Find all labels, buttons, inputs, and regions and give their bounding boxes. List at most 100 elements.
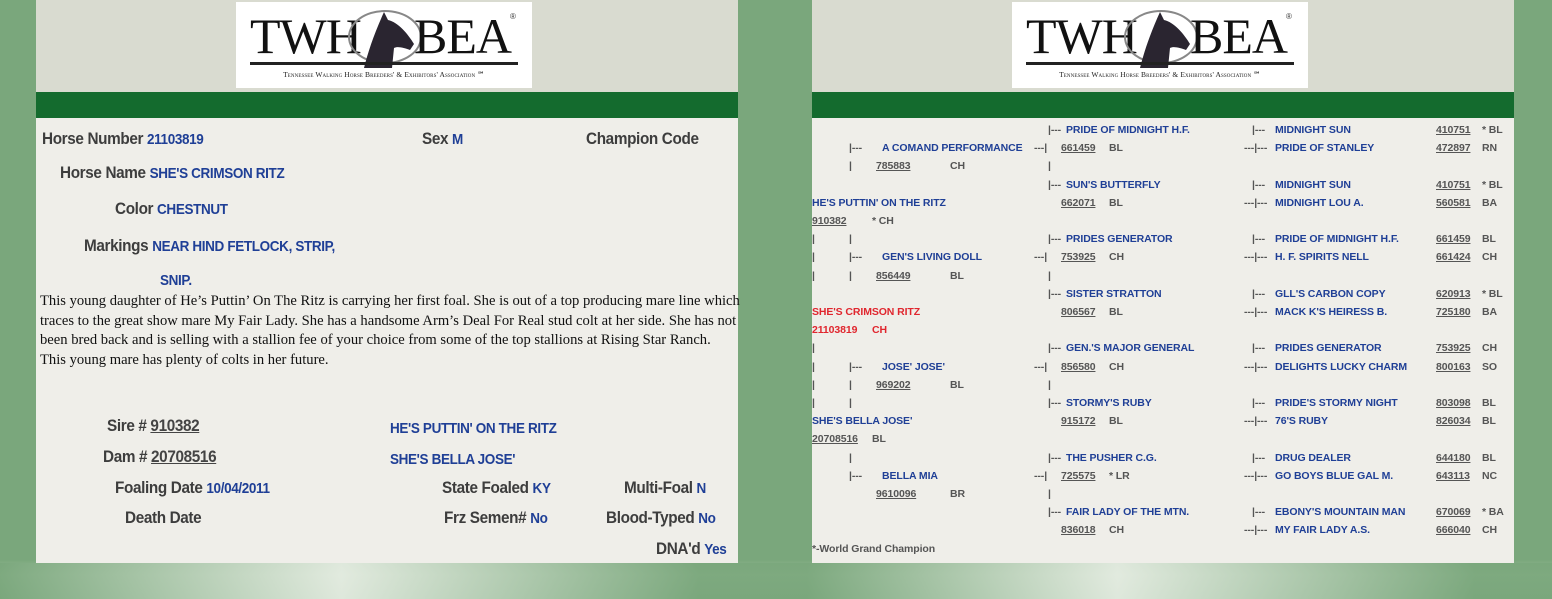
description: This young daughter of He’s Puttin’ On T… xyxy=(40,293,740,368)
pedigree-connector: | xyxy=(812,251,815,264)
blood-typed-field: Blood-Typed No xyxy=(606,508,716,527)
green-band xyxy=(36,92,738,118)
great-grandparent-number-link[interactable]: 836018 xyxy=(1061,524,1096,537)
pedigree-connector: |--- xyxy=(1252,506,1266,519)
pedigree-connector: |--- xyxy=(1252,397,1266,409)
pedigree-connector: ---| xyxy=(1034,251,1048,264)
pedigree-connector: |--- xyxy=(1252,178,1266,191)
footnote: *-World Grand Champion xyxy=(812,543,936,555)
great-grandparent-name: SUN'S BUTTERFLY xyxy=(1066,178,1161,191)
gen4-number-link[interactable]: 620913 xyxy=(1436,287,1471,300)
grandparent-name: GEN'S LIVING DOLL xyxy=(882,251,982,264)
gen4-name: MACK K'S HEIRESS B. xyxy=(1275,306,1388,318)
gen4-name: 76'S RUBY xyxy=(1275,415,1328,428)
gen4-number-link[interactable]: 666040 xyxy=(1436,524,1471,537)
great-grandparent-number-link[interactable]: 915172 xyxy=(1061,415,1096,428)
great-grandparent-number-link[interactable]: 725575 xyxy=(1061,469,1096,482)
grandparent-name: JOSE' JOSE' xyxy=(882,360,945,373)
gen4-color: BA xyxy=(1482,196,1497,209)
logo-subtitle: Tennessee Walking Horse Breeders' & Exhi… xyxy=(1059,70,1261,79)
gen4-color: BL xyxy=(1482,451,1496,464)
gen4-number-link[interactable]: 410751 xyxy=(1436,178,1471,191)
pedigree-connector: | xyxy=(849,451,852,464)
logo-text-right: BEA xyxy=(1190,8,1288,64)
gen4-number-link[interactable]: 826034 xyxy=(1436,415,1471,428)
sire-name: HE'S PUTTIN' ON THE RITZ xyxy=(812,196,946,209)
pedigree-connector: |--- xyxy=(1252,342,1266,355)
pedigree-connector: ---|--- xyxy=(1244,360,1268,373)
grandparent-color: BL xyxy=(950,378,964,391)
gen4-number-link[interactable]: 472897 xyxy=(1436,142,1471,155)
sire-name: HE'S PUTTIN' ON THE RITZ xyxy=(390,420,557,437)
grandparent-number-link[interactable]: 856449 xyxy=(876,269,911,282)
gen4-color: * BL xyxy=(1482,124,1503,136)
horse-number-field: Horse Number 21103819 xyxy=(42,129,204,148)
great-grandparent-number-link[interactable]: 661459 xyxy=(1061,142,1096,155)
gen4-color: BL xyxy=(1482,397,1496,409)
great-grandparent-number-link[interactable]: 806567 xyxy=(1061,306,1096,318)
gen4-color: CH xyxy=(1482,524,1497,537)
gen4-number-link[interactable]: 800163 xyxy=(1436,360,1471,373)
gen4-number-link[interactable]: 803098 xyxy=(1436,397,1471,409)
great-grandparent-name: THE PUSHER C.G. xyxy=(1066,451,1157,464)
pedigree-connector: | xyxy=(812,360,815,373)
pedigree-connector: |--- xyxy=(1048,397,1062,409)
dam-field: Dam # 20708516 xyxy=(103,447,217,466)
great-grandparent-number-link[interactable]: 856580 xyxy=(1061,360,1096,373)
sire-number-link[interactable]: 910382 xyxy=(150,416,200,435)
grandparent-color: BR xyxy=(950,488,965,500)
gen4-number-link[interactable]: 410751 xyxy=(1436,124,1471,136)
great-grandparent-number-link[interactable]: 662071 xyxy=(1061,196,1096,209)
pedigree-connector: |--- xyxy=(1048,451,1062,464)
logo-rule xyxy=(250,62,518,65)
grandparent-number-link[interactable]: 969202 xyxy=(876,378,911,391)
header: TWH BEA ® Tennessee Walking Horse Breede… xyxy=(36,0,738,92)
gen4-number-link[interactable]: 643113 xyxy=(1436,469,1470,482)
pedigree-connector: | xyxy=(812,397,815,409)
great-grandparent-color: * LR xyxy=(1109,469,1130,482)
gen4-number-link[interactable]: 661459 xyxy=(1436,233,1471,246)
gen4-name: MY FAIR LADY A.S. xyxy=(1275,524,1370,537)
grandparent-number-link[interactable]: 785883 xyxy=(876,160,911,173)
dam-name: SHE'S BELLA JOSE' xyxy=(812,415,913,428)
gen4-number-link[interactable]: 560581 xyxy=(1436,196,1471,209)
gen4-name: EBONY'S MOUNTAIN MAN xyxy=(1275,506,1406,519)
gen4-number-link[interactable]: 670069 xyxy=(1436,506,1471,519)
gen4-number-link[interactable]: 661424 xyxy=(1436,251,1471,264)
gen4-name: MIDNIGHT SUN xyxy=(1275,124,1351,136)
pedigree-connector: ---| xyxy=(1034,360,1048,373)
pedigree-connector: ---|--- xyxy=(1244,415,1268,428)
gen4-color: BL xyxy=(1482,415,1496,428)
pedigree-connector: |--- xyxy=(1252,124,1266,136)
gen4-number-link[interactable]: 644180 xyxy=(1436,451,1471,464)
gen4-color: * BA xyxy=(1482,506,1504,519)
twhbea-logo: TWH BEA ® Tennessee Walking Horse Breede… xyxy=(236,2,532,88)
pedigree-connector: |--- xyxy=(1048,342,1062,355)
gen4-number-link[interactable]: 725180 xyxy=(1436,306,1471,318)
grandparent-color: BL xyxy=(950,269,964,282)
pedigree-panel: TWH BEA ® Tennessee Walking Horse Breede… xyxy=(812,0,1514,563)
gen4-color: * BL xyxy=(1482,178,1503,191)
pedigree-connector: ---| xyxy=(1034,469,1048,482)
sire-field: Sire # 910382 xyxy=(107,416,200,435)
subject-name: SHE'S CRIMSON RITZ xyxy=(812,306,921,318)
grandparent-number-link[interactable]: 9610096 xyxy=(876,488,917,500)
horse-head-icon xyxy=(348,10,422,68)
horse-head-icon xyxy=(1124,10,1198,68)
gen4-name: GLL'S CARBON COPY xyxy=(1275,287,1386,300)
pedigree-connector: | xyxy=(1048,378,1051,391)
sire-number-link[interactable]: 910382 xyxy=(812,215,847,227)
pedigree-connector: ---|--- xyxy=(1244,524,1268,537)
dam-number-link[interactable]: 20708516 xyxy=(151,447,217,466)
pedigree-connector: | xyxy=(1048,269,1051,282)
dam-number-link[interactable]: 20708516 xyxy=(812,433,858,446)
great-grandparent-color: CH xyxy=(1109,524,1124,537)
horse-details-panel: TWH BEA ® Tennessee Walking Horse Breede… xyxy=(36,0,740,563)
gen4-color: RN xyxy=(1482,142,1497,155)
gen4-number-link[interactable]: 753925 xyxy=(1436,342,1471,355)
great-grandparent-number-link[interactable]: 753925 xyxy=(1061,251,1096,264)
pedigree-connector: ---|--- xyxy=(1244,251,1268,264)
color-field: Color CHESTNUT xyxy=(115,199,228,218)
pedigree-connector: |--- xyxy=(1252,233,1266,246)
gen4-name: DRUG DEALER xyxy=(1275,451,1351,464)
